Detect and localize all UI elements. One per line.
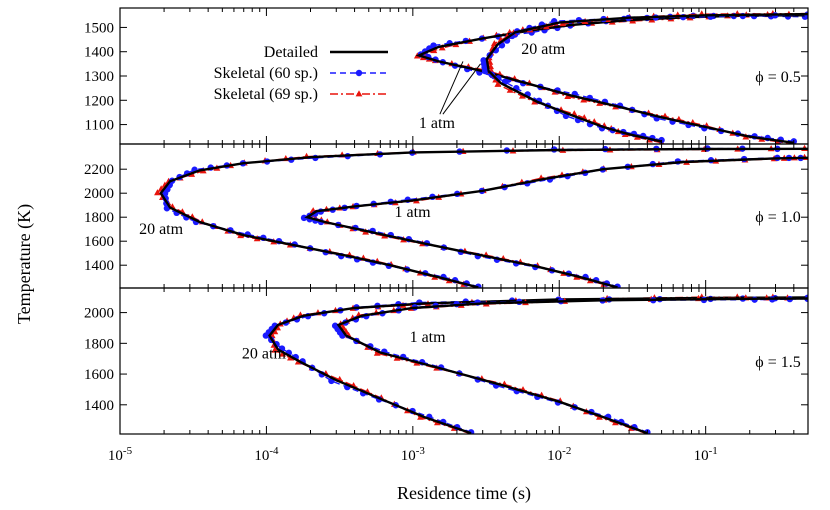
y-tick-label: 1600 (84, 367, 114, 383)
y-tick-label: 1800 (84, 210, 114, 226)
legend-marker (355, 90, 363, 97)
panel-2: 1400 1600 1800 2000 2200 20 atm 1 atm ϕ = 1.0 (84, 144, 815, 288)
x-tick-label: 10-4 (254, 445, 279, 464)
y-tick-label: 1300 (84, 69, 114, 85)
panel-1: 1100 1200 1300 1400 1500 20 atm 1 atm ϕ = 0.5 (84, 9, 808, 144)
marker-triangle (271, 346, 279, 353)
legend: Detailed Skeletal (60 sp.) Skeletal (69 sp… (214, 44, 388, 103)
series-s69-20atm (414, 13, 808, 144)
arrow (439, 61, 464, 115)
x-tick-label: 10-5 (108, 445, 133, 464)
marker-circle (480, 57, 487, 64)
y-tick-label: 2200 (84, 162, 114, 178)
marker-triangle (564, 92, 572, 100)
y-tick-label: 1500 (84, 20, 114, 36)
x-tick-label: 10-1 (694, 445, 718, 464)
x-axis: 10-5 10-4 10-3 10-2 10-1 (108, 8, 809, 464)
series-s60-20atm (419, 15, 805, 142)
legend-label: Skeletal (69 sp.) (214, 86, 318, 103)
marker-circle (809, 146, 815, 152)
arrow (442, 63, 481, 115)
phi-label: ϕ = 1.0 (755, 209, 800, 226)
series-detailed-1atm (304, 156, 808, 288)
phi-label: ϕ = 0.5 (755, 69, 800, 86)
panel-plot-area (413, 9, 808, 144)
marker-triangle (494, 80, 502, 87)
annotation-label: 20 atm (521, 41, 566, 58)
annotation-label: 20 atm (242, 346, 287, 363)
y-tick-label: 1600 (84, 234, 114, 250)
panel-3: 1400 1600 1800 2000 20 atm 1 atm ϕ = 1.5 (84, 293, 808, 434)
series-detailed-1atm (336, 297, 808, 434)
panels-layer: 1100 1200 1300 1400 1500 20 atm 1 atm ϕ = 0.5 14… (84, 9, 815, 434)
marker-circle (809, 155, 815, 161)
y-axis-label: Temperature (K) (14, 204, 35, 324)
y-tick-label: 1400 (84, 258, 114, 274)
y-tick-label: 1400 (84, 45, 114, 61)
panel-frame (119, 287, 809, 435)
y-tick-label: 2000 (84, 186, 114, 202)
marker-circle (331, 322, 339, 329)
annotation-label: 1 atm (395, 204, 432, 221)
marker-triangle (279, 350, 287, 357)
marker-circle (300, 214, 308, 222)
y-tick-label: 1800 (84, 336, 114, 352)
x-tick-label: 10-3 (401, 445, 426, 464)
legend-label: Skeletal (60 sp.) (214, 65, 318, 82)
series-detailed-1atm (485, 12, 808, 143)
frame-layer (119, 7, 809, 435)
series-s60-20atm (264, 297, 808, 433)
series-detailed-20atm (415, 14, 808, 144)
series-detailed-20atm (159, 147, 808, 288)
y-tick-label: 2000 (84, 306, 114, 322)
marker-triangle (490, 39, 498, 47)
annotation-label: 1 atm (419, 115, 456, 132)
legend-label: Detailed (264, 44, 318, 61)
annotation-label: 20 atm (139, 221, 184, 238)
series-s60-20atm (164, 147, 808, 288)
marker-triangle (506, 86, 514, 93)
marker-triangle (154, 189, 161, 196)
panel-plot-area (154, 144, 815, 288)
x-tick-label: 10-2 (547, 445, 571, 464)
panel-plot-area (262, 293, 808, 434)
y-tick-label: 1100 (85, 118, 114, 134)
series-detailed-20atm (268, 296, 808, 434)
y-tick-label: 1200 (84, 93, 114, 109)
series-s69-20atm (156, 147, 805, 288)
y-tick-label: 1400 (84, 398, 114, 414)
marker-triangle (373, 349, 381, 356)
x-axis-label: Residence time (s) (397, 483, 531, 504)
legend-marker (355, 69, 363, 77)
annotation-label: 1 atm (410, 329, 447, 346)
phi-label: ϕ = 1.5 (755, 354, 800, 371)
